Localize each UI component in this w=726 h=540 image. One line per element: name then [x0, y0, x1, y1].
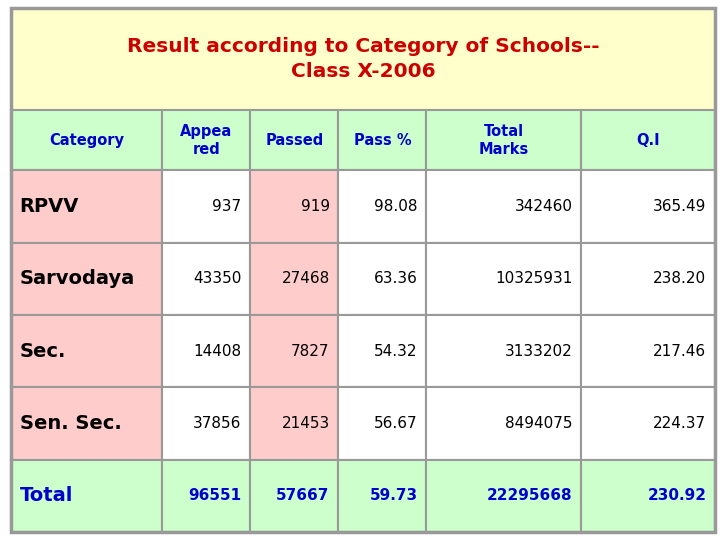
Bar [11, 110, 163, 171]
Text: 342460: 342460 [515, 199, 573, 214]
Text: 224.37: 224.37 [653, 416, 706, 431]
Bar [250, 387, 338, 460]
Bar [250, 171, 338, 243]
Bar [11, 387, 163, 460]
Bar [426, 460, 582, 532]
Bar [163, 171, 250, 243]
Bar [582, 387, 715, 460]
Text: 96551: 96551 [189, 488, 242, 503]
Text: 919: 919 [301, 199, 330, 214]
Text: 54.32: 54.32 [374, 343, 417, 359]
Bar [11, 315, 163, 387]
Text: 37856: 37856 [193, 416, 242, 431]
Text: 59.73: 59.73 [370, 488, 417, 503]
Bar [582, 460, 715, 532]
Bar [163, 110, 250, 171]
Text: 57667: 57667 [277, 488, 330, 503]
Text: Total: Total [20, 486, 73, 505]
Text: Category: Category [49, 133, 124, 148]
Text: Passed: Passed [265, 133, 324, 148]
Bar [426, 171, 582, 243]
Text: 365.49: 365.49 [653, 199, 706, 214]
Text: 7827: 7827 [291, 343, 330, 359]
Bar [338, 243, 426, 315]
Text: 3133202: 3133202 [505, 343, 573, 359]
Text: 937: 937 [213, 199, 242, 214]
Text: Q.I: Q.I [637, 133, 660, 148]
Bar [338, 171, 426, 243]
Text: 238.20: 238.20 [653, 272, 706, 286]
Bar [426, 110, 582, 171]
Text: 43350: 43350 [193, 272, 242, 286]
Text: Result according to Category of Schools--
Class X-2006: Result according to Category of Schools-… [127, 37, 599, 81]
Text: RPVV: RPVV [20, 197, 79, 216]
Text: 8494075: 8494075 [505, 416, 573, 431]
Text: Sec.: Sec. [20, 342, 66, 361]
Text: 14408: 14408 [194, 343, 242, 359]
Text: Sen. Sec.: Sen. Sec. [20, 414, 121, 433]
Text: 10325931: 10325931 [495, 272, 573, 286]
Bar [11, 8, 715, 110]
Text: 27468: 27468 [282, 272, 330, 286]
Text: Pass %: Pass % [354, 133, 411, 148]
Bar [338, 110, 426, 171]
Text: 21453: 21453 [282, 416, 330, 431]
Bar [250, 460, 338, 532]
Bar [426, 315, 582, 387]
Text: 98.08: 98.08 [374, 199, 417, 214]
Bar [11, 243, 163, 315]
Bar [11, 171, 163, 243]
Bar [426, 243, 582, 315]
Bar [163, 243, 250, 315]
Bar [163, 460, 250, 532]
Bar [250, 315, 338, 387]
Bar [11, 460, 163, 532]
Bar [250, 110, 338, 171]
Bar [426, 387, 582, 460]
Text: 22295668: 22295668 [487, 488, 573, 503]
Text: 230.92: 230.92 [648, 488, 706, 503]
Bar [582, 171, 715, 243]
Bar [582, 110, 715, 171]
Bar [338, 387, 426, 460]
Bar [163, 315, 250, 387]
Bar [582, 243, 715, 315]
Text: 56.67: 56.67 [374, 416, 417, 431]
Text: Sarvodaya: Sarvodaya [20, 269, 135, 288]
Bar [250, 243, 338, 315]
Bar [163, 387, 250, 460]
Bar [338, 460, 426, 532]
Text: 63.36: 63.36 [374, 272, 417, 286]
Text: 217.46: 217.46 [653, 343, 706, 359]
Text: Total
Marks: Total Marks [478, 124, 529, 157]
Bar [338, 315, 426, 387]
Bar [582, 315, 715, 387]
Text: Appea
red: Appea red [180, 124, 232, 157]
